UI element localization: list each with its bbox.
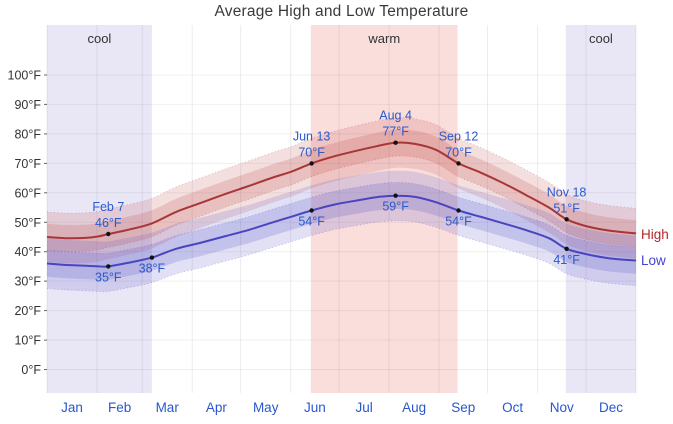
- data-point-dot: [106, 231, 111, 237]
- high-band-outer: [47, 117, 636, 264]
- annotation-value: 51°F: [553, 201, 580, 215]
- annotation-date: Jun 13: [293, 129, 331, 143]
- y-axis-label: 80°F: [14, 127, 41, 141]
- annotation-value: 70°F: [298, 145, 325, 159]
- data-point-dot: [564, 246, 569, 251]
- month-label: May: [253, 400, 279, 415]
- y-axis-label: 50°F: [14, 216, 41, 230]
- annotation-date: Sep 12: [439, 129, 479, 143]
- y-axis-label: 60°F: [14, 186, 41, 200]
- annotation-value: 70°F: [445, 145, 472, 159]
- season-band-cool-0: [47, 25, 152, 393]
- month-label: Dec: [599, 400, 623, 415]
- annotation-value: 46°F: [95, 216, 122, 230]
- percentile-dotted-line-2: [46, 182, 637, 254]
- y-axis-label: 40°F: [14, 245, 41, 259]
- month-label: Jun: [304, 400, 326, 415]
- low-band-outer: [47, 170, 636, 292]
- annotation-date: Nov 18: [547, 185, 587, 199]
- percentile-dotted-line-1: [46, 155, 637, 252]
- y-axis-label: 100°F: [8, 69, 42, 83]
- month-label: Jan: [61, 400, 83, 415]
- month-label: Aug: [402, 400, 426, 415]
- month-label: Jul: [355, 400, 372, 415]
- month-label: Apr: [206, 400, 228, 415]
- season-band-warm-1: [310, 25, 458, 393]
- month-label: Sep: [451, 400, 475, 415]
- annotation-value: 59°F: [382, 200, 409, 214]
- month-label: Oct: [502, 400, 523, 415]
- season-band-cool-2: [565, 25, 636, 393]
- chart-title: Average High and Low Temperature: [214, 3, 469, 20]
- y-axis-label: 10°F: [14, 334, 41, 348]
- y-axis-label: 90°F: [14, 98, 41, 112]
- season-label-cool-0: cool: [87, 31, 111, 46]
- season-label-cool-2: cool: [589, 31, 613, 46]
- data-point-dot: [456, 208, 461, 213]
- high-series-label: High: [641, 227, 669, 242]
- annotation-date: Aug 4: [379, 109, 412, 123]
- annotation-value: 77°F: [382, 125, 409, 139]
- chart-plot-area[interactable]: [47, 25, 636, 393]
- data-point-dot: [106, 264, 111, 269]
- data-point-dot: [456, 161, 461, 166]
- month-label: Feb: [108, 400, 131, 415]
- data-point-dot: [393, 193, 398, 198]
- annotation-value: 38°F: [139, 262, 166, 276]
- annotation-date: Feb 7: [92, 200, 124, 214]
- percentile-dotted-line-0: [46, 117, 637, 214]
- y-axis-label: 20°F: [14, 304, 41, 318]
- month-label: Mar: [156, 400, 180, 415]
- y-axis-label: 0°F: [21, 363, 41, 377]
- y-axis-label: 30°F: [14, 275, 41, 289]
- season-label-warm-1: warm: [367, 31, 400, 46]
- data-point-dot: [564, 217, 569, 222]
- low-temperature-line: [46, 194, 637, 268]
- low-band-inner: [47, 182, 636, 280]
- annotation-value: 54°F: [298, 215, 325, 229]
- low-series-label: Low: [641, 253, 666, 268]
- data-point-dot: [309, 208, 314, 213]
- y-axis-label: 70°F: [14, 157, 41, 171]
- data-point-dot: [393, 140, 398, 145]
- annotation-value: 35°F: [95, 270, 122, 284]
- annotation-value: 54°F: [445, 215, 472, 229]
- annotation-value: 41°F: [553, 253, 580, 267]
- percentile-dotted-line-3: [46, 220, 637, 293]
- data-point-dot: [149, 255, 155, 260]
- month-label: Nov: [550, 400, 574, 415]
- data-point-dot: [309, 161, 314, 166]
- high-temperature-line: [46, 141, 637, 240]
